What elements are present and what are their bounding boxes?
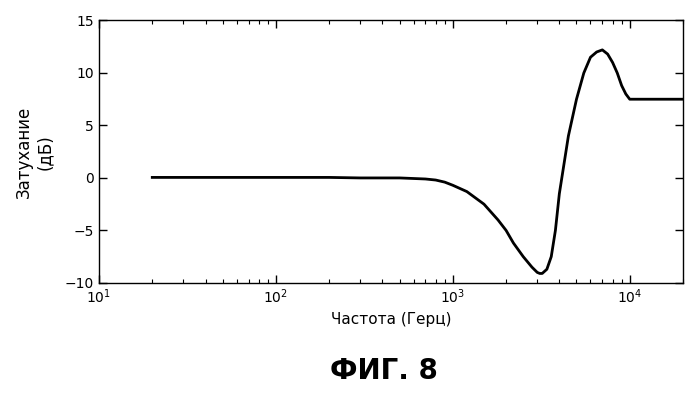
X-axis label: Частота (Герц): Частота (Герц) xyxy=(331,312,452,327)
Text: ФИГ. 8: ФИГ. 8 xyxy=(330,357,438,385)
Y-axis label: Затухание
(дБ): Затухание (дБ) xyxy=(15,106,54,198)
